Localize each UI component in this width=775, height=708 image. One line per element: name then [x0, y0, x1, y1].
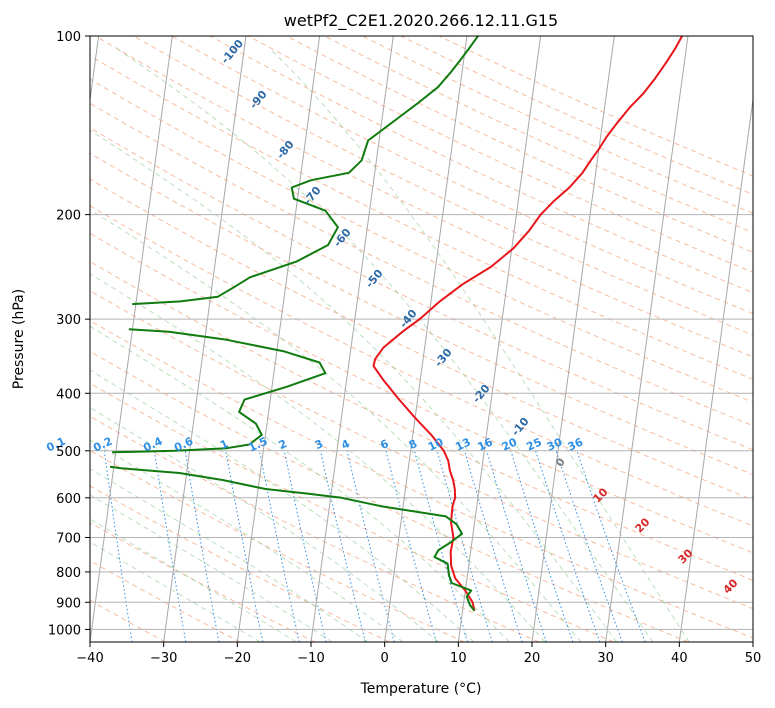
isotherm [457, 36, 542, 642]
dry-adiabat [95, 36, 753, 358]
x-tick-label: −30 [150, 651, 177, 666]
mixing-ratio-line [414, 450, 468, 642]
mixing-ratio-label: 13 [453, 435, 472, 453]
pressure-grid [90, 36, 753, 642]
isotherm [236, 36, 321, 642]
mixing-ratio-line [464, 450, 523, 642]
isotherm [605, 36, 689, 642]
moist-adiabat [90, 541, 261, 642]
moist-adiabat [90, 468, 368, 642]
mixing-ratio-line [436, 450, 493, 642]
dry-adiabat [209, 36, 753, 294]
y-tick-label: 1000 [48, 623, 81, 638]
y-tick-label: 200 [56, 209, 81, 224]
dry-adiabat [90, 127, 753, 451]
dry-adiabat [90, 232, 753, 554]
mixing-ratio-line [510, 450, 574, 642]
y-tick-label: 600 [56, 492, 81, 507]
moist-adiabat [116, 48, 654, 642]
profile-series [109, 36, 683, 612]
dry-adiabat [90, 415, 540, 642]
isotherm [678, 95, 753, 642]
profile-line-dewpoint [132, 36, 479, 306]
dry-adiabat [90, 449, 465, 642]
x-axis-label: Temperature (°C) [360, 681, 482, 697]
mixing-ratio-line [385, 450, 437, 642]
dry-adiabat [90, 78, 753, 403]
mixing-ratio-line [259, 450, 300, 642]
isotherm [90, 36, 173, 642]
y-tick-label: 800 [56, 566, 81, 581]
mixing-ratio-label: 16 [476, 435, 496, 453]
dry-adiabat [90, 350, 689, 642]
mixing-ratio-label: 25 [524, 435, 543, 453]
y-tick-label: 100 [56, 30, 81, 45]
x-tick-label: 10 [450, 651, 467, 666]
profile-line-dewpoint [112, 328, 327, 454]
x-tick-label: 40 [671, 651, 688, 666]
dry-adiabat [90, 290, 753, 610]
y-tick-label: 500 [56, 445, 81, 460]
moist-adiabat [90, 407, 439, 642]
y-tick-label: 400 [56, 387, 81, 402]
y-tick-label: 700 [56, 532, 81, 547]
mixing-ratio-line [320, 450, 366, 642]
y-tick-label: 300 [56, 313, 81, 328]
x-tick-label: −40 [76, 651, 103, 666]
mixing-ratio-line [283, 450, 327, 642]
mixing-ratio-line [486, 450, 547, 642]
plot-frame [89, 35, 754, 643]
isotherm [531, 36, 615, 642]
x-axis-ticks: −40 −30 −20 −10 0 10 20 30 40 50 [76, 642, 761, 666]
isotherm [384, 36, 468, 642]
mixing-ratio-label: 30 [545, 435, 565, 453]
moist-adiabat [90, 208, 582, 642]
mixing-ratio-line [576, 450, 646, 642]
x-tick-label: 30 [597, 651, 614, 666]
x-tick-label: 20 [524, 651, 541, 666]
isotherm [310, 36, 394, 642]
chart-title: wetPf2_C2E1.2020.266.12.11.G15 [284, 11, 558, 31]
isotherm [163, 36, 247, 642]
y-axis-label: Pressure (hPa) [11, 289, 27, 389]
mixing-ratio-label: 20 [500, 435, 520, 453]
x-tick-label: −10 [297, 651, 324, 666]
mixing-ratio-line [555, 450, 623, 642]
mixing-ratio-label: 10 [426, 435, 446, 453]
mixing-ratio-line [535, 450, 601, 642]
profile-line-dewpoint [109, 465, 476, 612]
y-axis-ticks: 1000 900 800 700 600 500 400 300 200 100 [48, 30, 90, 638]
mixing-ratio-line [225, 450, 264, 642]
profile-line-temperature [372, 36, 683, 611]
dry-adiabat [90, 485, 390, 642]
moist-adiabat [90, 439, 404, 642]
x-tick-label: 50 [745, 651, 762, 666]
dry-adiabat [90, 178, 753, 501]
x-tick-label: 0 [381, 651, 389, 666]
moist-adiabat [269, 48, 690, 642]
moist-adiabat [90, 273, 546, 642]
moist-adiabat [90, 369, 475, 642]
dry-adiabat [90, 205, 753, 527]
dry-adiabat [90, 521, 315, 642]
y-tick-label: 900 [56, 596, 81, 611]
x-tick-label: −20 [224, 651, 251, 666]
mixing-ratio-label: 36 [566, 435, 586, 453]
background-lines [90, 36, 753, 642]
